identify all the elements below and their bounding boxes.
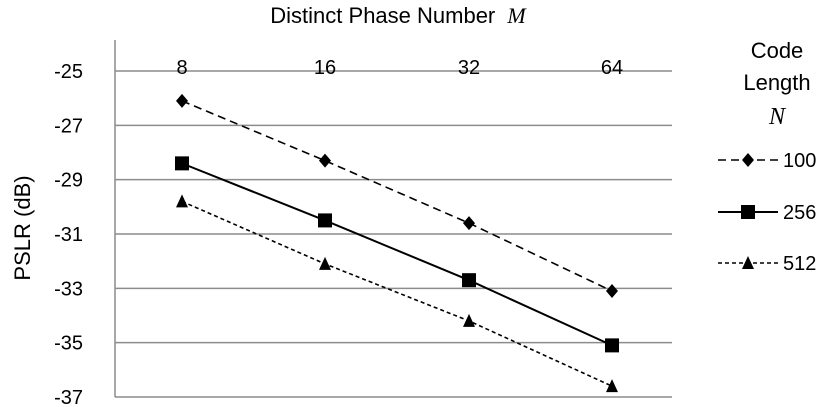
data-point-256-8	[175, 156, 189, 171]
legend-marker-256	[741, 205, 755, 219]
series-line-100	[181, 100, 613, 292]
data-point-256-16	[318, 213, 332, 228]
data-point-100-8	[176, 93, 188, 108]
data-point-512-64	[606, 379, 618, 393]
x-tick-label-2: 32	[458, 57, 480, 79]
data-point-100-64	[606, 284, 618, 299]
x-tick-label-3: 64	[601, 57, 623, 79]
y-axis-ticks: -25 -27 -29 -31 -33 -35 -37	[54, 61, 83, 407]
series-group	[175, 93, 619, 393]
legend-label-512: 512	[783, 253, 816, 275]
x-tick-label-0: 8	[176, 57, 187, 79]
y-tick-label-3: -31	[54, 224, 83, 246]
legend-title-line2: Length	[743, 70, 810, 95]
legend-marker-512	[742, 256, 754, 269]
y-tick-label-4: -33	[54, 278, 83, 300]
legend-entries: 100 256 512	[718, 150, 816, 275]
x-axis-ticks: 8 16 32 64	[176, 57, 623, 79]
series-100	[176, 93, 618, 299]
series-512	[176, 194, 618, 393]
data-point-512-16	[319, 256, 331, 270]
series-line-512	[181, 200, 613, 387]
x-tick-label-1: 16	[314, 57, 336, 79]
data-point-256-32	[462, 273, 476, 288]
y-tick-label-5: -35	[54, 333, 83, 355]
legend-label-100: 100	[783, 150, 816, 172]
legend-title-line1: Code	[751, 38, 804, 63]
y-tick-label-6: -37	[54, 387, 83, 407]
legend-title-symbol: N	[768, 104, 787, 130]
legend: Code Length N 100 256 512	[718, 38, 816, 275]
grid	[114, 40, 672, 398]
chart-title: Distinct Phase Number M	[270, 3, 527, 28]
y-tick-label-0: -25	[54, 61, 83, 83]
y-tick-label-2: -29	[54, 170, 83, 192]
data-point-256-64	[605, 338, 619, 353]
data-point-100-32	[463, 216, 475, 231]
legend-label-256: 256	[783, 202, 816, 224]
series-line-256	[181, 162, 613, 347]
y-tick-label-1: -27	[54, 115, 83, 137]
y-axis-label: PSLR (dB)	[10, 175, 35, 280]
series-256	[175, 156, 619, 353]
data-point-512-32	[463, 313, 475, 327]
legend-entry-256: 256	[718, 202, 816, 224]
chart-title-text: Distinct Phase Number	[270, 3, 495, 28]
data-point-100-16	[319, 153, 331, 168]
data-point-512-8	[176, 194, 188, 208]
legend-entry-512: 512	[718, 253, 816, 275]
chart-title-symbol: M	[506, 3, 527, 28]
legend-entry-100: 100	[718, 150, 816, 172]
legend-marker-100	[742, 153, 754, 167]
